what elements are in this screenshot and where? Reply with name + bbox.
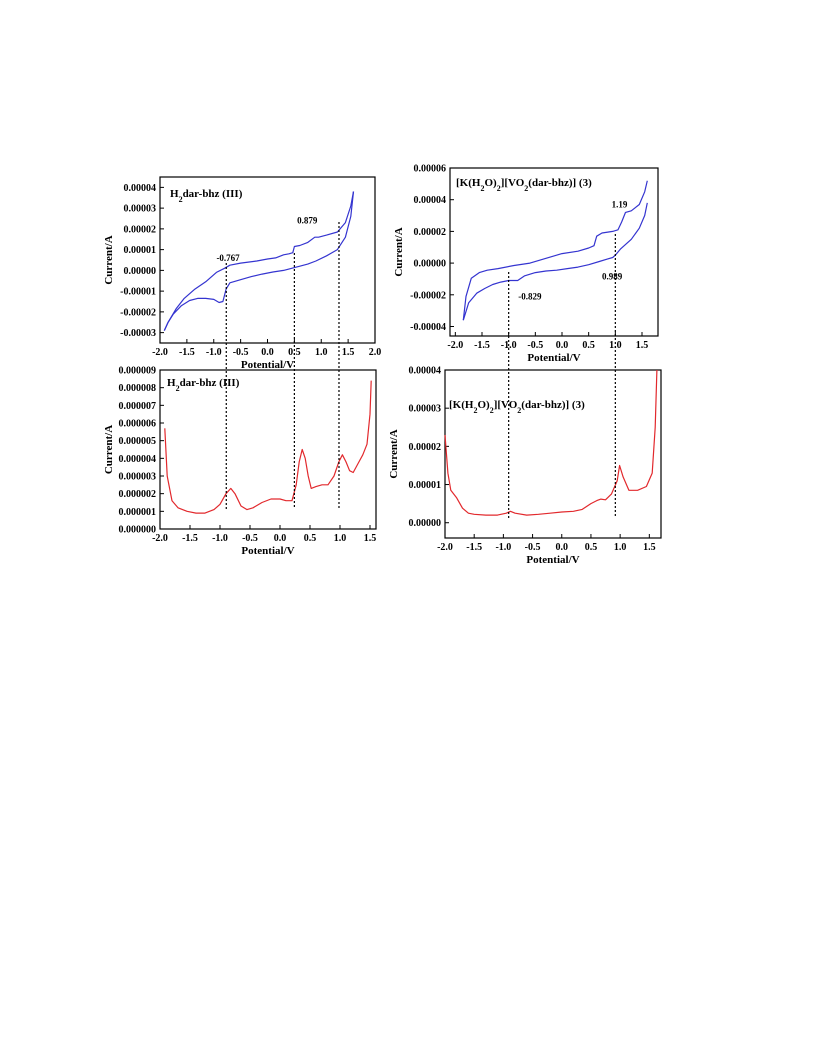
x-tick-label: -1.0 xyxy=(206,347,222,358)
y-tick-label: -0.00003 xyxy=(120,328,156,339)
x-tick-label: -1.0 xyxy=(212,533,228,544)
x-tick-label: -1.5 xyxy=(474,340,490,351)
x-tick-label: 0.0 xyxy=(556,340,569,351)
chart-panel-2: -2.0 -1.5 -1.0 -0.5 0.0 0.5 1.0 1.5-0.00004-0.0… xyxy=(393,164,659,364)
series-line-1 xyxy=(462,202,648,321)
y-tick-label: 0.00002 xyxy=(409,442,442,453)
chart-title: H2dar-bhz (III) xyxy=(170,188,243,204)
x-tick-label: -0.5 xyxy=(233,347,249,358)
y-axis-label: Current/A xyxy=(103,235,115,284)
y-tick-label: 0.000004 xyxy=(119,454,157,465)
y-tick-label: 0.00002 xyxy=(124,224,157,235)
y-axis-label: Current/A xyxy=(388,429,400,478)
x-tick-label: 0.5 xyxy=(304,533,317,544)
chart-title: [K(H2O)2][VO2(dar-bhz)] (3) xyxy=(456,177,592,193)
series-line-1 xyxy=(444,369,658,516)
y-tick-label: 0.00004 xyxy=(409,366,442,377)
x-tick-label: 0.0 xyxy=(261,347,274,358)
y-tick-label: -0.00002 xyxy=(120,307,156,318)
x-tick-label: 1.0 xyxy=(609,340,622,351)
chart-title: H2dar-bhz (III) xyxy=(167,377,240,393)
chart-panel-3: -2.0 -1.5 -1.0 -0.5 0.0 0.5 1.0 1.5 0.000000 0.00… xyxy=(103,366,377,557)
y-tick-label: 0.00000 xyxy=(409,518,442,529)
series-line-1 xyxy=(163,191,355,331)
x-tick-label: 1.0 xyxy=(334,533,347,544)
x-tick-label: -1.0 xyxy=(495,542,511,553)
x-axis-label: Potential/V xyxy=(241,359,294,371)
y-tick-label: 0.00001 xyxy=(409,480,442,491)
x-axis-label: Potential/V xyxy=(527,352,580,364)
chart-panel-1: -2.0 -1.5 -1.0 -0.5 0.0 0.5 1.0 1.5 2.0 -0.00003 -… xyxy=(103,176,382,371)
y-tick-label: 0.000000 xyxy=(119,525,157,536)
x-tick-label: -1.5 xyxy=(466,542,482,553)
x-tick-label: 1.0 xyxy=(614,542,627,553)
plot-frame xyxy=(159,176,376,344)
y-tick-label: 0.00003 xyxy=(124,204,157,215)
x-tick-label: 0.5 xyxy=(585,542,598,553)
y-axis-label: Current/A xyxy=(103,425,115,474)
x-axis-label: Potential/V xyxy=(526,554,579,566)
y-tick-label: 0.00001 xyxy=(124,245,157,256)
plot-frame xyxy=(159,369,377,530)
x-tick-label: 1.5 xyxy=(636,340,649,351)
y-tick-label: 0.000002 xyxy=(119,489,157,500)
series-line-1 xyxy=(164,380,372,514)
y-tick-label: -0.00004 xyxy=(410,322,446,333)
x-tick-label: 0.5 xyxy=(288,347,301,358)
plot-frame xyxy=(444,369,662,539)
x-tick-label: 1.5 xyxy=(643,542,656,553)
series-line-2 xyxy=(462,180,648,321)
y-tick-label: 0.00004 xyxy=(414,195,447,206)
y-tick-label: 0.000008 xyxy=(119,383,157,394)
x-tick-label: -2.0 xyxy=(447,340,463,351)
peak-annotation: -0.767 xyxy=(216,253,240,263)
y-tick-label: 0.000001 xyxy=(119,507,157,518)
plot-frame xyxy=(449,167,659,337)
peak-annotation: -0.829 xyxy=(518,292,542,302)
x-tick-label: -0.5 xyxy=(527,340,543,351)
x-tick-label: 0.0 xyxy=(556,542,569,553)
series-line-2 xyxy=(163,191,355,331)
chart-title: [K(H2O)2][VO2(dar-bhz)] (3) xyxy=(449,399,585,415)
peak-annotation: 1.19 xyxy=(612,200,628,210)
y-tick-label: -0.00002 xyxy=(410,290,446,301)
x-tick-label: -1.5 xyxy=(179,347,195,358)
y-tick-label: 0.000006 xyxy=(119,419,157,430)
x-tick-label: -1.5 xyxy=(182,533,198,544)
y-axis-label: Current/A xyxy=(393,227,405,276)
x-axis-label: Potential/V xyxy=(241,545,294,557)
x-tick-label: -0.5 xyxy=(525,542,541,553)
x-tick-label: -0.5 xyxy=(242,533,258,544)
x-tick-label: 0.5 xyxy=(582,340,595,351)
x-tick-label: 2.0 xyxy=(369,347,382,358)
x-tick-label: 1.0 xyxy=(315,347,328,358)
y-tick-label: 0.00000 xyxy=(124,266,157,277)
x-tick-label: 0.0 xyxy=(274,533,287,544)
x-tick-label: -2.0 xyxy=(152,347,168,358)
y-tick-label: -0.00001 xyxy=(120,287,156,298)
chart-panel-4: -2.0 -1.5 -1.0 -0.5 0.0 0.5 1.0 1.5 0.00000 0.000… xyxy=(388,366,662,566)
y-tick-label: 0.00003 xyxy=(409,404,442,415)
peak-annotation: 0.879 xyxy=(297,216,318,226)
y-tick-label: 0.000003 xyxy=(119,472,157,483)
x-tick-label: 1.5 xyxy=(364,533,377,544)
x-tick-label: -2.0 xyxy=(437,542,453,553)
y-tick-label: 0.00000 xyxy=(414,259,447,270)
y-tick-label: 0.00006 xyxy=(414,164,447,175)
y-tick-label: 0.000009 xyxy=(119,366,157,377)
chart-panels: -2.0 -1.5 -1.0 -0.5 0.0 0.5 1.0 1.5 2.0 -0.00003 -… xyxy=(103,164,662,566)
x-tick-label: -2.0 xyxy=(152,533,168,544)
x-tick-label: 1.5 xyxy=(342,347,355,358)
y-tick-label: 0.000005 xyxy=(119,436,157,447)
y-tick-label: 0.000007 xyxy=(119,401,157,412)
dotted-guide-lines xyxy=(225,222,616,518)
peak-annotation: 0.989 xyxy=(602,272,623,282)
y-tick-label: 0.00002 xyxy=(414,227,447,238)
y-tick-label: 0.00004 xyxy=(124,183,157,194)
